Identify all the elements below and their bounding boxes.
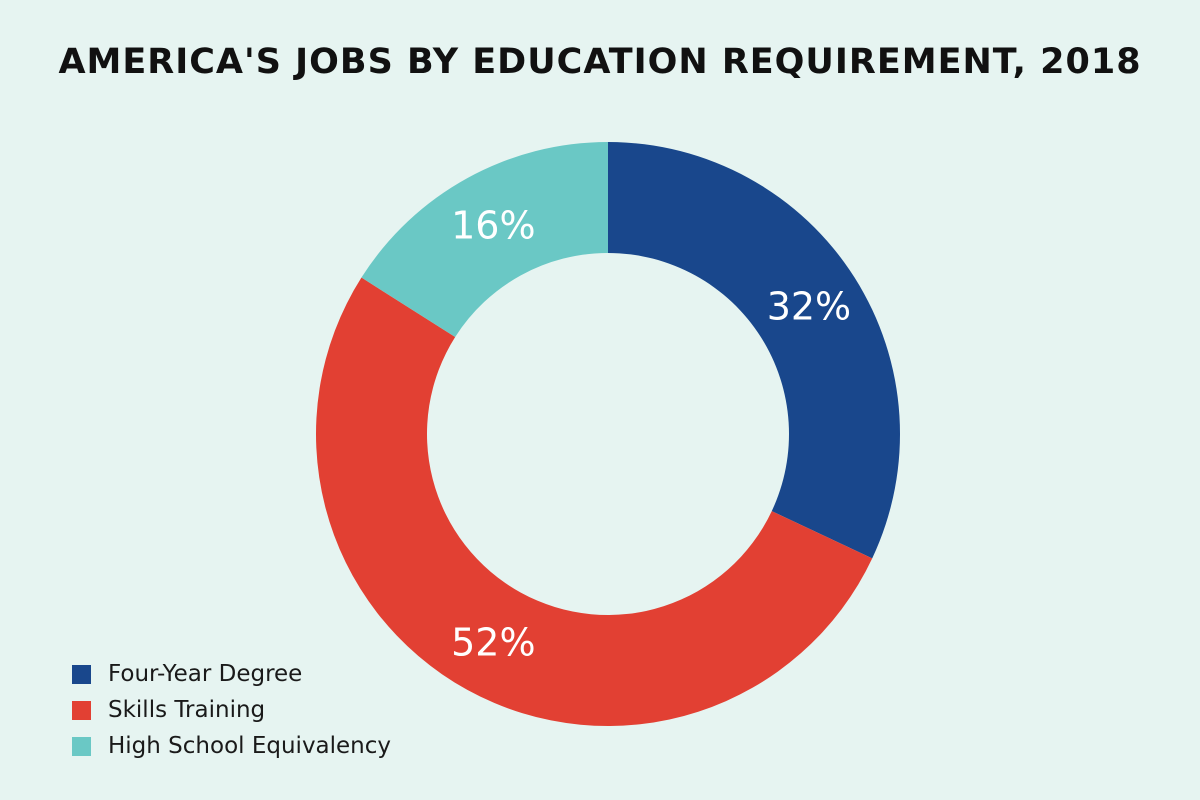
slice-label-four-year-degree: 32%: [767, 284, 851, 328]
slice-four-year-degree: [608, 142, 900, 559]
slice-skills-training: [316, 277, 873, 726]
legend-item-four-year-degree: Four-Year Degree: [72, 656, 391, 692]
legend-label: High School Equivalency: [108, 733, 392, 759]
legend-swatch: [72, 736, 91, 756]
legend-swatch: [72, 664, 91, 684]
slice-label-skills-training: 52%: [451, 621, 535, 665]
legend-item-skills-training: Skills Training: [72, 692, 391, 728]
legend-item-high-school-equivalency: High School Equivalency: [72, 728, 391, 764]
slice-label-high-school-equivalency: 16%: [451, 203, 535, 247]
slice-labels: 32% 52% 16%: [451, 203, 851, 664]
donut-slices: [316, 142, 900, 726]
legend-label: Skills Training: [108, 697, 266, 723]
legend-swatch: [72, 700, 91, 720]
legend-label: Four-Year Degree: [108, 661, 303, 687]
slice-high-school-equivalency: [361, 142, 608, 338]
chart-title: AMERICA'S JOBS BY EDUCATION REQUIREMENT,…: [58, 42, 1142, 82]
chart-legend: Four-Year Degree Skills Training High Scho…: [72, 656, 391, 764]
